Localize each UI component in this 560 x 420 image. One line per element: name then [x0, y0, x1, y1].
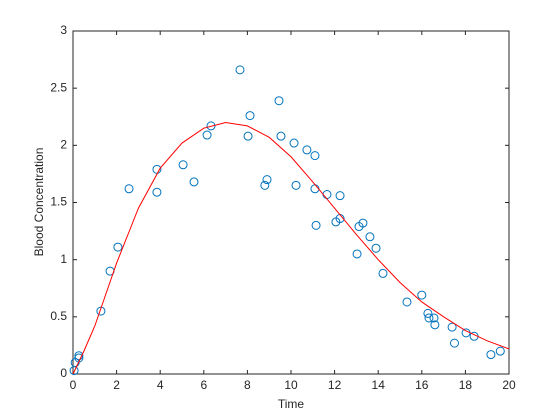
y-tick-label: 2.5 — [50, 80, 67, 94]
data-point — [450, 338, 459, 348]
data-point — [424, 313, 434, 323]
data-point — [335, 191, 345, 201]
y-axis-label: Blood Concentration — [32, 148, 46, 257]
data-point — [243, 131, 253, 141]
data-point — [486, 350, 496, 360]
y-tick-label: 3 — [60, 23, 67, 37]
data-point — [124, 184, 134, 194]
data-point — [113, 242, 123, 252]
x-tick-label: 8 — [244, 378, 251, 392]
data-point — [302, 145, 312, 155]
data-point — [276, 131, 286, 141]
data-point — [262, 175, 272, 185]
data-point — [378, 268, 388, 278]
x-tick-label: 10 — [284, 378, 298, 392]
data-point — [423, 308, 433, 318]
y-tick-label: 1.5 — [50, 195, 67, 209]
data-point — [417, 290, 427, 300]
data-point — [311, 220, 321, 230]
x-tick-label: 12 — [328, 378, 342, 392]
data-point — [402, 297, 412, 307]
x-axis-label: Time — [278, 397, 305, 411]
x-tick-label: 0 — [70, 378, 77, 392]
data-point — [202, 130, 212, 140]
data-point — [291, 180, 301, 190]
data-point — [430, 320, 440, 330]
data-point — [178, 160, 188, 170]
data-point — [152, 187, 162, 197]
x-tick-label: 4 — [157, 378, 164, 392]
data-point — [310, 151, 320, 161]
data-point — [206, 121, 216, 131]
x-tick-label: 16 — [415, 378, 429, 392]
data-point — [189, 177, 199, 187]
data-point — [352, 249, 362, 259]
x-tick-label: 18 — [459, 378, 473, 392]
data-point — [429, 313, 439, 323]
data-point — [245, 111, 255, 121]
x-tick-label: 6 — [200, 378, 207, 392]
data-point — [495, 346, 505, 356]
x-tick-label: 2 — [113, 378, 120, 392]
data-point — [358, 218, 368, 228]
y-tick-label: 1 — [60, 252, 67, 266]
data-point — [371, 243, 381, 253]
data-point — [235, 65, 245, 75]
x-tick-label: 14 — [372, 378, 386, 392]
data-point — [289, 138, 299, 148]
data-point — [74, 351, 84, 361]
data-point — [260, 180, 270, 190]
y-tick-label: 0 — [60, 366, 67, 380]
data-point — [447, 322, 457, 332]
y-tick-label: 0.5 — [50, 309, 67, 323]
y-tick-label: 2 — [60, 138, 67, 152]
fit-line — [72, 121, 510, 375]
data-point — [274, 96, 284, 106]
data-point — [365, 232, 375, 242]
x-tick-label: 20 — [502, 378, 516, 392]
